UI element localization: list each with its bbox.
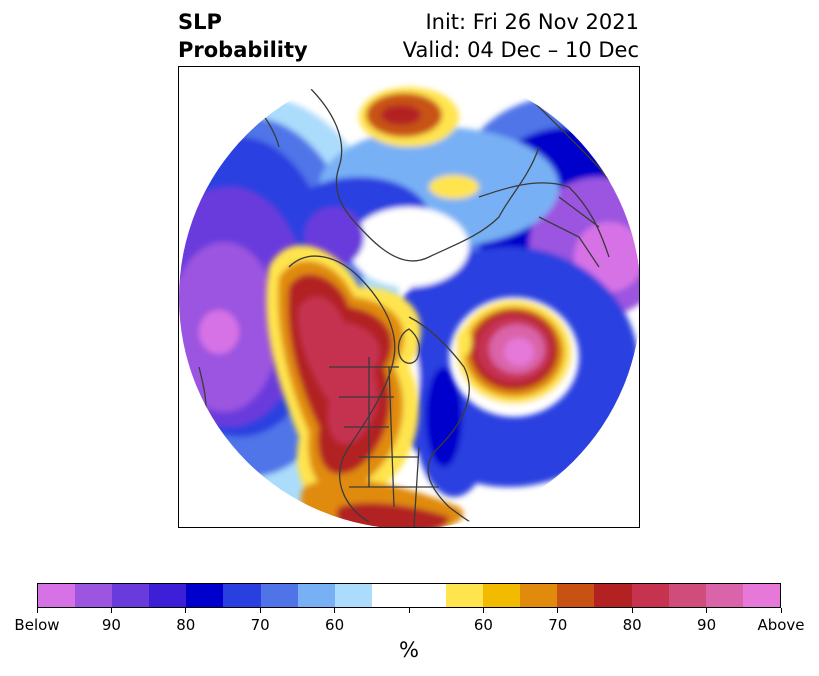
colorbar-tick-label: 90 [101,616,121,634]
colorbar-segment [742,584,780,607]
colorbar-tick-label: 60 [325,616,345,634]
colorbar-segment [408,584,447,607]
colorbar-tick [631,608,633,613]
colorbar-tick [408,608,410,613]
colorbar-tick-label: 80 [176,616,196,634]
colorbar-segment [371,584,409,607]
colorbar-segment [557,584,595,607]
colorbar-tick-label: Above [757,616,805,634]
colorbar-tick [36,608,38,613]
title-metric: Probability [178,38,308,62]
colorbar-tick-label: 90 [697,616,717,634]
colorbar-segment [520,584,558,607]
colorbar-segment [223,584,261,607]
title-right: Init: Fri 26 Nov 2021 Valid: 04 Dec – 10… [403,8,639,64]
colorbar-tick-label: Below [14,616,60,634]
anomaly-field [179,67,639,527]
colorbar-segment [668,584,706,607]
init-date: Init: Fri 26 Nov 2021 [425,10,639,34]
colorbar-segment [149,584,187,607]
probability-map [179,67,639,527]
title-left: SLP Probability [178,8,308,64]
map-panel [178,66,640,528]
colorbar-tick [482,608,484,613]
colorbar-unit: % [399,638,419,662]
colorbar-tick-label: 70 [250,616,270,634]
colorbar-segment [297,584,335,607]
colorbar-tick [334,608,336,613]
colorbar-segment [705,584,743,607]
colorbar-tick [259,608,261,613]
colorbar-segment [631,584,669,607]
colorbar-segment [38,584,76,607]
colorbar-segment [75,584,113,607]
colorbar-tick-label: 60 [473,616,493,634]
colorbar-tick [780,608,782,613]
colorbar-tick [110,608,112,613]
title-variable: SLP [178,10,222,34]
valid-range: Valid: 04 Dec – 10 Dec [402,38,639,62]
colorbar-tick [706,608,708,613]
colorbar-tick [557,608,559,613]
colorbar-tick-label: 80 [622,616,642,634]
colorbar-segment [483,584,521,607]
colorbar-tick-label: 70 [548,616,568,634]
colorbar [37,583,781,608]
colorbar-segment [186,584,224,607]
colorbar-segment [112,584,150,607]
colorbar-segment [446,584,484,607]
colorbar-segment [260,584,298,607]
colorbar-segment [594,584,632,607]
colorbar-segment [334,584,372,607]
colorbar-tick [185,608,187,613]
